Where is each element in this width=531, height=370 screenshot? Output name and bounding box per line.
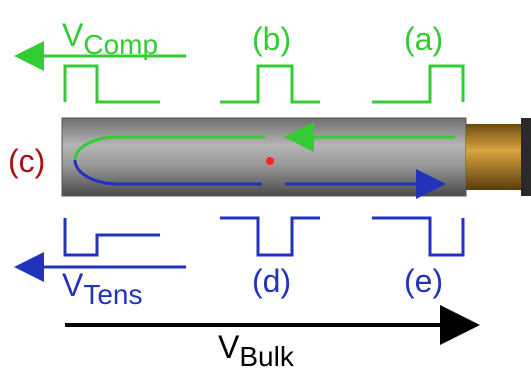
label-c: (c)	[8, 143, 45, 179]
label-b: (b)	[252, 21, 291, 57]
tens-pulses	[65, 218, 463, 255]
diagram: VComp (b) (a) (c) VTens (d) (e) VBulk	[0, 0, 531, 370]
v-tens-label: VTens	[62, 267, 143, 310]
center-dot	[266, 157, 274, 165]
v-bulk-label: VBulk	[218, 329, 295, 370]
comp-pulses	[65, 66, 463, 102]
page: {"labels": { "v_comp": {"symbol": "V", "…	[0, 0, 531, 370]
label-d: (d)	[252, 263, 291, 299]
transducer	[466, 124, 521, 190]
label-e: (e)	[404, 263, 443, 299]
clamp	[521, 118, 531, 196]
v-comp-label: VComp	[62, 17, 158, 60]
label-a: (a)	[404, 21, 443, 57]
